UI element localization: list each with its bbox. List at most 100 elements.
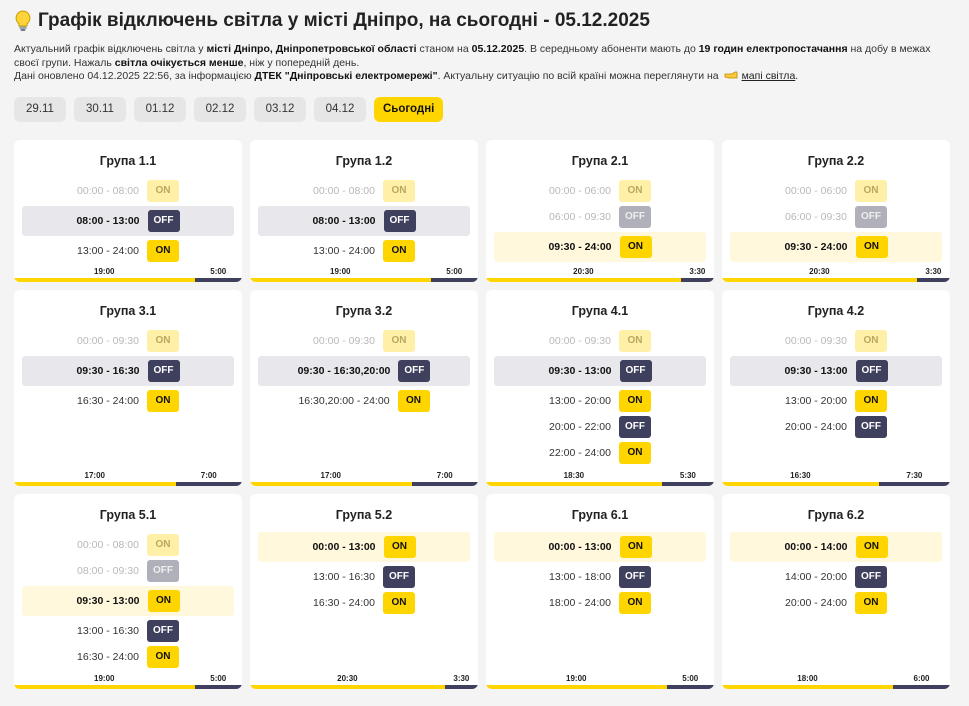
date-tab[interactable]: 30.11 bbox=[74, 96, 126, 122]
time-slot: 00:00 - 09:30 ON bbox=[258, 328, 470, 354]
slot-time: 00:00 - 08:00 bbox=[77, 184, 139, 197]
group-card: Група 4.2 00:00 - 09:30 ON 09:30 - 13:00 OFF… bbox=[722, 289, 950, 486]
group-name: Група 2.2 bbox=[807, 153, 865, 168]
time-slot: 09:30 - 13:00 OFF bbox=[494, 355, 706, 386]
group-name: Група 6.2 bbox=[807, 507, 865, 522]
slot-time: 00:00 - 09:30 bbox=[77, 334, 139, 347]
time-slot: 00:00 - 14:00 ON bbox=[730, 531, 942, 562]
time-slot: 16:30 - 24:00 ON bbox=[258, 590, 470, 616]
slot-time: 20:00 - 24:00 bbox=[785, 596, 847, 609]
date-tab[interactable]: 02.12 bbox=[194, 96, 246, 122]
off-hours-label: 7:00 bbox=[200, 470, 217, 480]
status-badge: OFF bbox=[855, 359, 888, 382]
time-slot: 13:00 - 18:00 OFF bbox=[494, 564, 706, 590]
on-hours-label: 18:30 bbox=[563, 470, 585, 480]
description-text: світла очікується менше bbox=[114, 56, 244, 69]
slot-time: 16:30 - 24:00 bbox=[313, 596, 375, 609]
map-link[interactable]: мапі світла bbox=[741, 70, 796, 82]
group-name: Група 5.2 bbox=[335, 507, 393, 522]
date-tab[interactable]: 04.12 bbox=[314, 96, 366, 122]
slot-time: 20:00 - 24:00 bbox=[785, 420, 847, 433]
status-badge: ON bbox=[854, 179, 887, 202]
off-hours-bar bbox=[893, 684, 950, 689]
description-text: Актуальний графік відключень світла у bbox=[14, 43, 207, 55]
date-tab[interactable]: 03.12 bbox=[254, 96, 306, 122]
power-summary: 19:00 5:00 bbox=[250, 266, 478, 282]
status-badge: OFF bbox=[147, 359, 180, 382]
status-badge: ON bbox=[618, 441, 651, 464]
time-slot: 13:00 - 16:30 OFF bbox=[22, 618, 234, 644]
off-hours-bar bbox=[666, 684, 714, 689]
slot-time: 18:00 - 24:00 bbox=[549, 596, 611, 609]
group-card: Група 2.1 00:00 - 06:00 ON 06:00 - 09:30 OFF… bbox=[486, 139, 714, 282]
status-badge: ON bbox=[855, 535, 888, 558]
time-slot: 00:00 - 06:00 ON bbox=[494, 178, 706, 204]
on-hours-bar bbox=[250, 277, 431, 282]
status-badge: ON bbox=[146, 329, 179, 352]
date-tab[interactable]: 29.11 bbox=[14, 96, 66, 122]
slot-time: 09:30 - 24:00 bbox=[784, 240, 848, 253]
status-badge: ON bbox=[855, 235, 888, 258]
off-hours-bar bbox=[444, 684, 478, 689]
status-badge: OFF bbox=[382, 565, 415, 588]
description-text: місті Дніпро, Дніпропетровської області bbox=[206, 43, 417, 55]
header: Графік відключень світла у місті Дніпро,… bbox=[14, 8, 955, 34]
time-slot: 00:00 - 13:00 ON bbox=[494, 531, 706, 562]
description-text: . bbox=[795, 70, 799, 82]
slot-time: 13:00 - 20:00 bbox=[785, 394, 847, 407]
on-hours-label: 19:00 bbox=[94, 266, 115, 276]
status-badge: ON bbox=[382, 329, 415, 352]
off-hours-bar bbox=[878, 481, 950, 486]
slot-time: 13:00 - 16:30 bbox=[313, 570, 375, 583]
time-slot: 09:30 - 24:00 ON bbox=[730, 231, 942, 262]
description-text: , ніж у попередній день. bbox=[243, 56, 360, 69]
slot-time: 16:30 - 24:00 bbox=[77, 650, 139, 663]
group-card: Група 3.1 00:00 - 09:30 ON 09:30 - 16:30 OFF… bbox=[14, 289, 242, 486]
on-hours-label: 18:00 bbox=[797, 673, 818, 683]
group-card: Група 5.2 00:00 - 13:00 ON 13:00 - 16:30 OFF… bbox=[250, 493, 478, 689]
time-slot: 00:00 - 08:00 ON bbox=[22, 532, 234, 558]
slot-time: 08:00 - 13:00 bbox=[312, 214, 376, 227]
status-badge: ON bbox=[618, 591, 651, 614]
on-hours-bar bbox=[722, 277, 917, 282]
off-hours-label: 3:30 bbox=[925, 266, 942, 276]
group-card: Група 3.2 00:00 - 09:30 ON 09:30 - 16:30,20… bbox=[250, 289, 478, 486]
status-badge: ON bbox=[854, 329, 887, 352]
slot-time: 00:00 - 08:00 bbox=[313, 184, 375, 197]
on-hours-bar bbox=[14, 277, 195, 282]
on-hours-bar bbox=[14, 481, 176, 486]
description-text: ДТЕК "Дніпровські електромережі" bbox=[254, 70, 438, 82]
slot-time: 00:00 - 09:30 bbox=[785, 334, 847, 347]
status-badge: ON bbox=[146, 645, 179, 668]
time-slot: 09:30 - 24:00 ON bbox=[494, 231, 706, 262]
on-hours-label: 16:30 bbox=[790, 470, 811, 480]
on-hours-bar bbox=[722, 684, 893, 689]
status-badge: ON bbox=[382, 239, 415, 262]
time-slot: 06:00 - 09:30 OFF bbox=[494, 204, 706, 230]
power-summary: 16:30 7:30 bbox=[722, 470, 950, 486]
status-badge: ON bbox=[146, 239, 179, 262]
date-tab[interactable]: 01.12 bbox=[134, 96, 186, 122]
slot-time: 00:00 - 09:30 bbox=[549, 334, 611, 347]
off-hours-bar bbox=[175, 481, 242, 486]
time-slot: 00:00 - 08:00 ON bbox=[258, 178, 470, 204]
on-hours-bar bbox=[250, 684, 445, 689]
time-slot: 13:00 - 16:30 OFF bbox=[258, 564, 470, 590]
time-slot: 16:30 - 24:00 ON bbox=[22, 644, 234, 670]
groups-grid: Група 1.1 00:00 - 08:00 ON 08:00 - 13:00 OFF… bbox=[14, 139, 955, 689]
on-hours-bar bbox=[486, 481, 662, 486]
off-hours-bar bbox=[194, 277, 242, 282]
slot-time: 00:00 - 09:30 bbox=[313, 334, 375, 347]
time-slot: 08:00 - 13:00 OFF bbox=[258, 205, 470, 236]
date-tab[interactable]: Сьогодні bbox=[374, 96, 444, 122]
hand-icon bbox=[724, 71, 737, 79]
status-badge: OFF bbox=[147, 209, 180, 232]
off-hours-bar bbox=[916, 277, 950, 282]
title: Графік відключень світла у місті Дніпро,… bbox=[38, 10, 650, 31]
group-name: Група 3.2 bbox=[335, 303, 393, 318]
off-hours-bar bbox=[411, 481, 478, 486]
status-badge: ON bbox=[382, 179, 415, 202]
slot-time: 09:30 - 16:30,20:00 bbox=[297, 364, 391, 377]
off-hours-bar bbox=[680, 277, 714, 282]
slot-time: 08:00 - 13:00 bbox=[76, 214, 140, 227]
